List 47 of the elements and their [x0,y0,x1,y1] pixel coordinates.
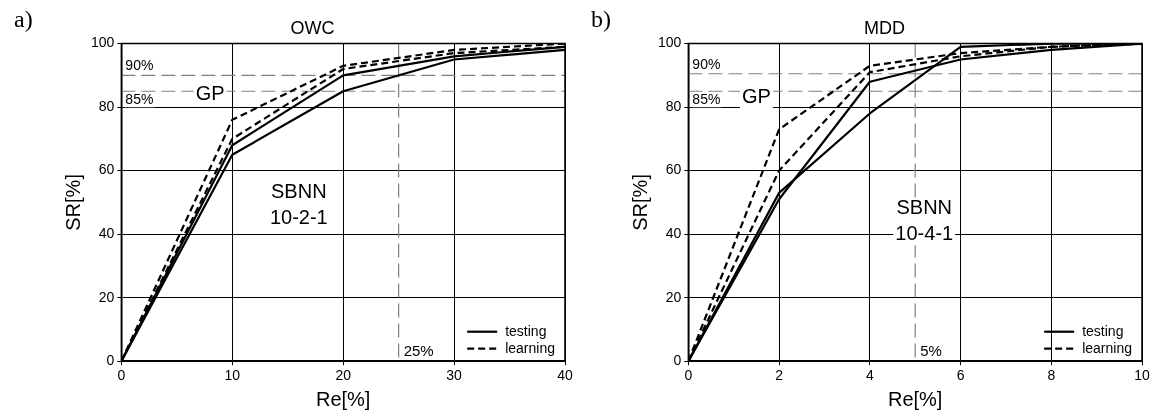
x-tick-label: 2 [775,367,784,384]
ref-line-label: 25% [403,341,434,359]
y-tick-label: 20 [98,288,115,305]
y-axis-title: SR[%] [61,174,84,231]
x-tick-label: 0 [117,367,126,384]
x-tick-label: 40 [557,367,573,384]
chart-title: MDD [864,17,905,38]
x-tick-label: 8 [1047,367,1056,384]
y-tick-label: 60 [98,161,115,178]
annotation: GP [741,85,771,108]
y-tick-label: 60 [665,161,682,178]
ref-line-label: 85% [692,91,721,108]
annotation: 10-2-1 [269,205,328,228]
x-tick-label: 6 [956,367,965,384]
text: b) [591,6,611,33]
x-tick-label: 0 [684,367,693,384]
x-tick-label: 20 [335,367,352,384]
legend-label: testing [1082,322,1124,339]
y-tick-label: 100 [91,34,115,51]
ref-line-label: 90% [125,57,154,74]
y-tick-label: 0 [106,352,115,369]
legend-label: testing [505,322,547,339]
y-tick-label: 100 [658,34,682,51]
text: a) [14,6,33,33]
y-axis-title: SR[%] [628,174,651,231]
y-tick-label: 80 [665,97,682,114]
annotation: GP [195,81,225,104]
chart-title: OWC [290,17,335,38]
ref-line-label: 90% [692,55,721,72]
x-axis-title: Re[%] [315,387,371,410]
ref-line-label: 5% [920,341,942,359]
y-tick-label: 40 [98,225,115,242]
annotation: 10-4-1 [895,221,954,244]
y-tick-label: 0 [673,352,682,369]
legend-label: learning [505,339,556,356]
x-tick-label: 30 [446,367,463,384]
annotation: SBNN [896,196,953,219]
y-tick-label: 40 [665,225,682,242]
y-tick-label: 20 [665,288,682,305]
annotation: SBNN [271,180,327,203]
ref-line-label: 85% [125,91,154,108]
x-tick-label: 4 [865,367,874,384]
y-tick-label: 80 [98,97,115,114]
x-tick-label: 10 [1134,367,1150,384]
x-axis-title: Re[%] [887,387,943,410]
legend-label: learning [1082,339,1133,356]
x-tick-label: 10 [224,367,241,384]
